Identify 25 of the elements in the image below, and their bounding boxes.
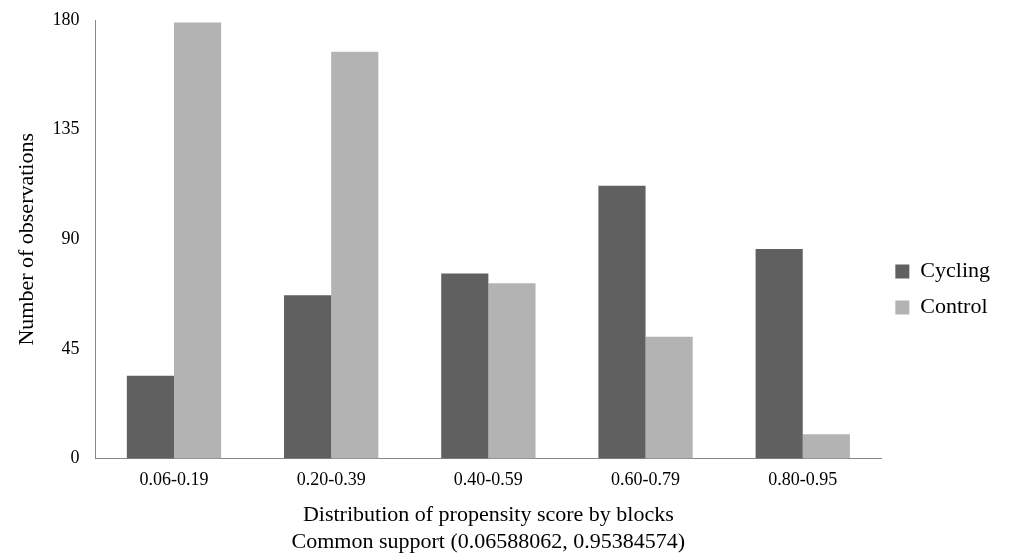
- bar: [284, 295, 332, 459]
- bar: [173, 22, 222, 459]
- y-tick-label: 90: [61, 228, 80, 249]
- x-tick-label: 0.20-0.39: [296, 469, 366, 490]
- legend-label: Control: [920, 293, 988, 319]
- bar: [126, 375, 174, 459]
- x-tick-label: 0.40-0.59: [453, 469, 523, 490]
- x-tick-label: 0.06-0.19: [139, 469, 209, 490]
- x-tick-label: 0.60-0.79: [611, 469, 681, 490]
- y-tick-label: 0: [70, 447, 80, 468]
- legend-label: Cycling: [920, 257, 991, 283]
- y-tick-label: 180: [52, 8, 80, 29]
- bar: [755, 249, 803, 459]
- y-axis-title: Number of observations: [12, 132, 38, 346]
- x-tick-label: 0.80-0.95: [768, 469, 838, 490]
- bar: [488, 283, 536, 459]
- bar: [645, 336, 693, 459]
- bar: [331, 51, 379, 459]
- y-tick-label: 135: [52, 118, 80, 139]
- bar: [598, 185, 646, 459]
- text: Common support (0.06588062, 0.95384574): [291, 527, 686, 553]
- y-tick-label: 45: [61, 337, 80, 358]
- x-axis-title: Distribution of propensity score by blocks: [302, 501, 674, 527]
- bar: [802, 434, 850, 459]
- bar: [441, 273, 489, 459]
